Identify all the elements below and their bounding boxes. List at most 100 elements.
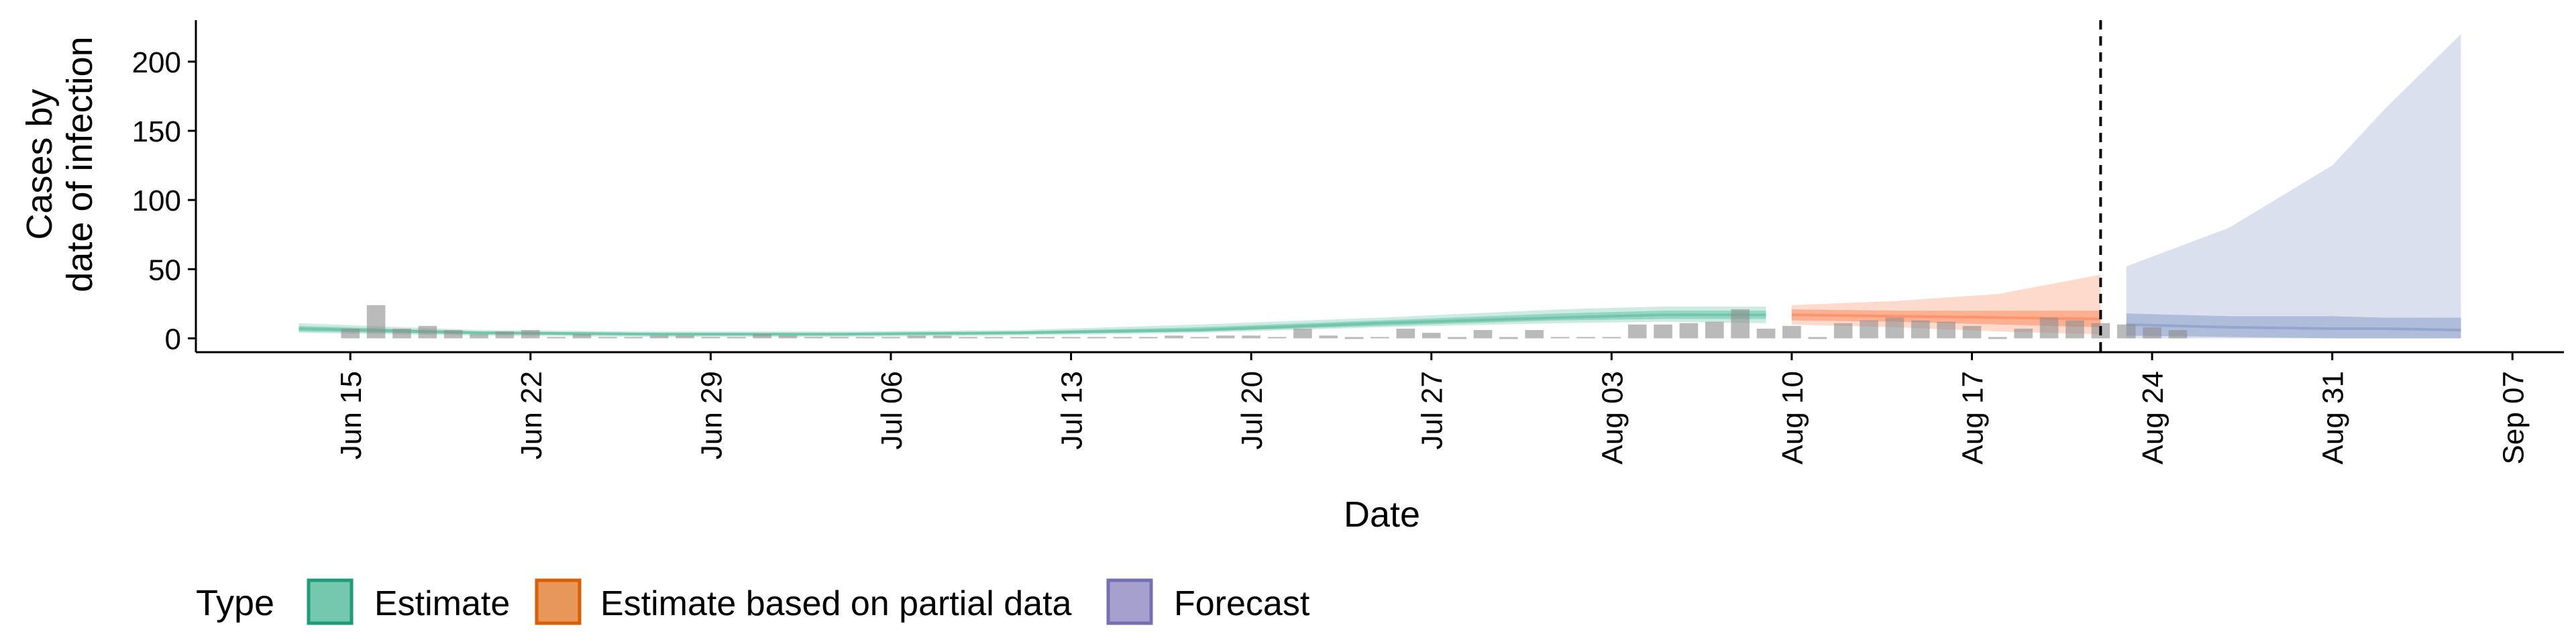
- x-tick-label: Aug 10: [1776, 371, 1809, 464]
- case-bar: [366, 305, 386, 339]
- legend-key-forecast: [1106, 578, 1153, 625]
- legend-title: Type: [196, 583, 274, 623]
- case-bar: [1344, 337, 1364, 339]
- band-90-forecast: [2126, 34, 2461, 339]
- x-tick-label: Jun 29: [695, 371, 728, 460]
- x-tick-label: Aug 24: [2137, 371, 2169, 464]
- case-bar: [1267, 337, 1287, 339]
- y-tick-label: 100: [132, 184, 181, 217]
- case-bar: [1371, 337, 1389, 339]
- case-bar: [521, 330, 540, 339]
- case-bar: [547, 337, 566, 339]
- x-tick-label: Aug 03: [1596, 371, 1629, 464]
- case-bar: [2065, 320, 2084, 339]
- y-axis-title-line-2: date of infection: [60, 36, 100, 292]
- case-bar: [624, 337, 643, 339]
- case-bar: [1061, 337, 1081, 339]
- x-tick-label: Sep 07: [2497, 371, 2530, 464]
- case-bar: [418, 325, 437, 339]
- case-bar: [727, 337, 746, 339]
- case-bar: [1087, 337, 1106, 339]
- case-bar: [1421, 333, 1441, 339]
- case-bar: [1190, 337, 1210, 339]
- case-bar: [881, 337, 900, 339]
- x-tick-label: Aug 31: [2317, 371, 2350, 464]
- case-bar: [649, 335, 669, 339]
- case-bar: [341, 328, 360, 339]
- y-tick-label: 200: [132, 46, 181, 79]
- case-bar: [2014, 328, 2033, 339]
- case-bar: [443, 330, 463, 339]
- case-bar: [1731, 309, 1750, 339]
- case-bar: [932, 335, 952, 339]
- x-tick-label: Jul 13: [1056, 371, 1089, 449]
- legend-label-partial: Estimate based on partial data: [600, 584, 1072, 623]
- case-bar: [2039, 317, 2059, 339]
- case-bar: [1602, 337, 1621, 339]
- y-ticks: 0 50 100 150 200: [132, 46, 196, 356]
- y-axis-title-line-1: Cases by: [19, 89, 60, 239]
- y-tick-label: 50: [148, 254, 181, 286]
- x-axis-title: Date: [1344, 494, 1420, 535]
- x-tick-label: Jul 06: [875, 371, 908, 449]
- legend-key-partial: [535, 578, 582, 625]
- case-bar: [2143, 327, 2161, 339]
- case-bar: [701, 337, 720, 339]
- case-bar: [2116, 324, 2136, 339]
- case-bar: [1138, 337, 1158, 339]
- case-bar: [959, 337, 977, 339]
- case-bar: [1216, 335, 1235, 339]
- case-bar: [1627, 324, 1647, 339]
- case-bar: [1473, 330, 1493, 339]
- case-bar: [2168, 330, 2188, 339]
- x-tick-label: Jun 22: [515, 371, 548, 460]
- x-tick-label: Jul 27: [1416, 371, 1449, 449]
- axes: [195, 20, 2564, 354]
- legend-key-estimate: [307, 578, 354, 625]
- case-bar: [1782, 325, 1801, 339]
- case-bar: [804, 337, 823, 339]
- case-bar: [855, 337, 875, 339]
- case-bar: [907, 335, 926, 339]
- case-bar: [1010, 337, 1029, 339]
- case-bar: [1448, 337, 1466, 339]
- case-bar: [1756, 328, 1776, 339]
- case-bar: [1705, 321, 1724, 339]
- median-line-forecast: [2126, 323, 2461, 331]
- uncertainty-bands: [299, 34, 2461, 339]
- case-bar: [598, 337, 617, 339]
- case-bar: [676, 335, 694, 339]
- case-bar: [1654, 324, 1672, 339]
- case-bar: [1293, 328, 1312, 339]
- legend-label-forecast: Forecast: [1174, 584, 1310, 623]
- legend-label-estimate: Estimate: [374, 584, 510, 623]
- band-50-forecast: [2126, 313, 2461, 339]
- case-bar: [1885, 317, 1904, 339]
- case-bar: [1242, 335, 1260, 339]
- case-bar: [1833, 323, 1853, 339]
- y-tick-label: 0: [165, 323, 181, 356]
- case-bar: [1525, 330, 1544, 339]
- case-bar: [1937, 321, 1955, 339]
- case-bar: [1962, 325, 1982, 339]
- observed-case-bars: [341, 305, 2188, 339]
- case-bar: [1988, 337, 2007, 339]
- case-bar: [392, 328, 411, 339]
- case-bar: [778, 335, 798, 339]
- x-ticks: Jun 15 Jun 22 Jun 29 Jul 06 Jul 13 Jul 20 Jul …: [335, 352, 2530, 464]
- case-bar: [1319, 335, 1338, 339]
- legend: Type Estimate Estimate based on partial …: [196, 578, 1310, 625]
- case-bar: [1576, 337, 1595, 339]
- case-bar: [1550, 337, 1570, 339]
- case-bar: [495, 331, 515, 339]
- case-bar: [1165, 335, 1183, 339]
- x-tick-label: Jun 15: [335, 371, 368, 460]
- x-tick-label: Jul 20: [1236, 371, 1269, 449]
- y-tick-label: 150: [132, 115, 181, 148]
- case-bar: [1911, 320, 1930, 339]
- case-bar: [1860, 320, 1878, 339]
- case-bar: [753, 334, 771, 339]
- case-bar: [572, 334, 592, 339]
- case-bar: [1808, 337, 1827, 339]
